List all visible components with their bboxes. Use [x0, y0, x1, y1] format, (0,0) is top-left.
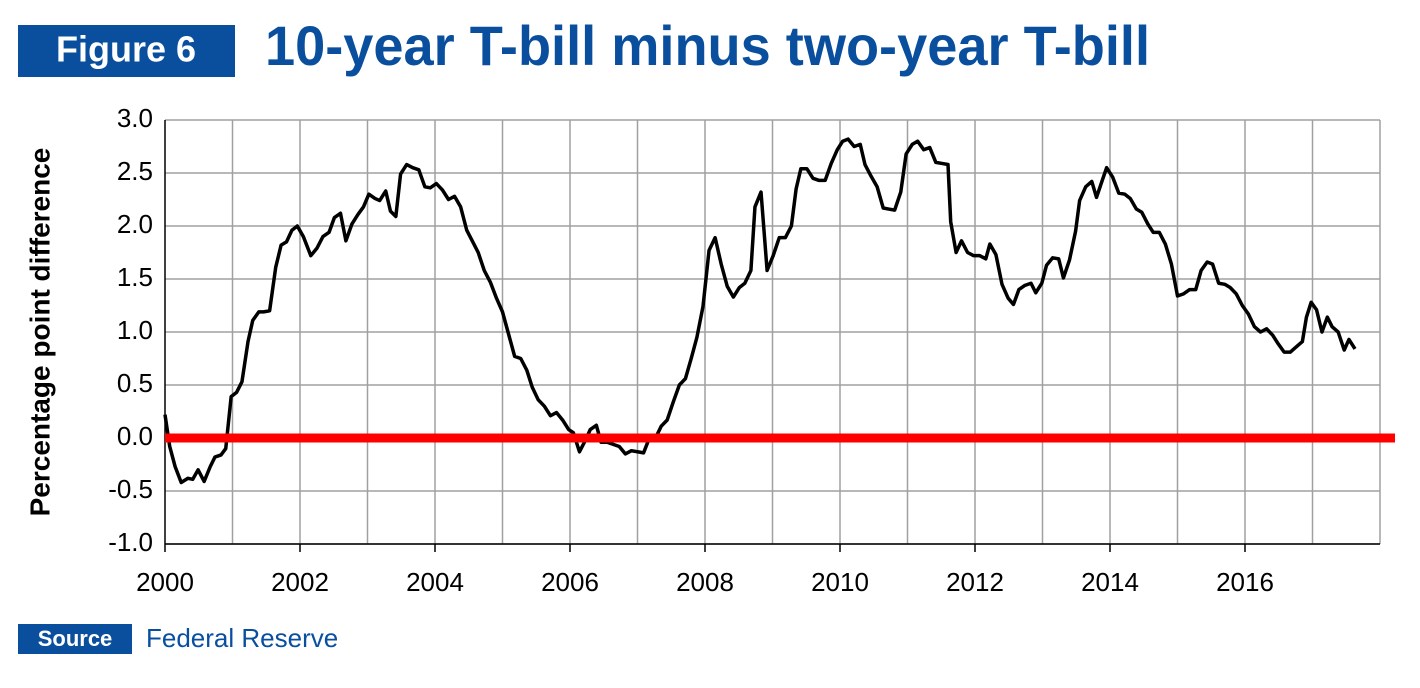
x-tick-label: 2004: [406, 567, 464, 597]
y-tick-label: -0.5: [108, 474, 153, 504]
y-axis-label: Percentage point difference: [24, 148, 55, 517]
x-tick-label: 2008: [676, 567, 734, 597]
x-tick-label: 2014: [1081, 567, 1139, 597]
source: Federal Reserve: [146, 623, 338, 653]
y-tick-label: 0.0: [117, 421, 153, 451]
plot-area: -1.0 -0.5 0.0 0.5 1.0 1.5 2.0 2.5 3.0 2000 2002 200…: [108, 103, 1395, 597]
x-tick-label: 2002: [271, 567, 329, 597]
x-tick-label: 2016: [1216, 567, 1274, 597]
y-tick-label: 2.0: [117, 209, 153, 239]
x-tick-label: 2006: [541, 567, 599, 597]
source-label: Source: [38, 626, 113, 651]
source-label-box: [18, 624, 132, 654]
figure-label-box: [18, 25, 235, 77]
y-tick-label: 1.5: [117, 262, 153, 292]
data-line: [163, 137, 1357, 485]
figure-label: Figure 6: [56, 29, 196, 70]
y-tick-label: 1.0: [117, 315, 153, 345]
x-tick-label: 2000: [136, 567, 194, 597]
y-tick-label: -1.0: [108, 527, 153, 557]
x-tick-label: 2012: [946, 567, 1004, 597]
y-tick-label: 2.5: [117, 156, 153, 186]
y-tick-label: 0.5: [117, 368, 153, 398]
chart-title: 10-year T-bill minus two-year T-bill: [265, 14, 1150, 77]
y-tick-label: 3.0: [117, 103, 153, 133]
x-tick-label: 2010: [811, 567, 869, 597]
